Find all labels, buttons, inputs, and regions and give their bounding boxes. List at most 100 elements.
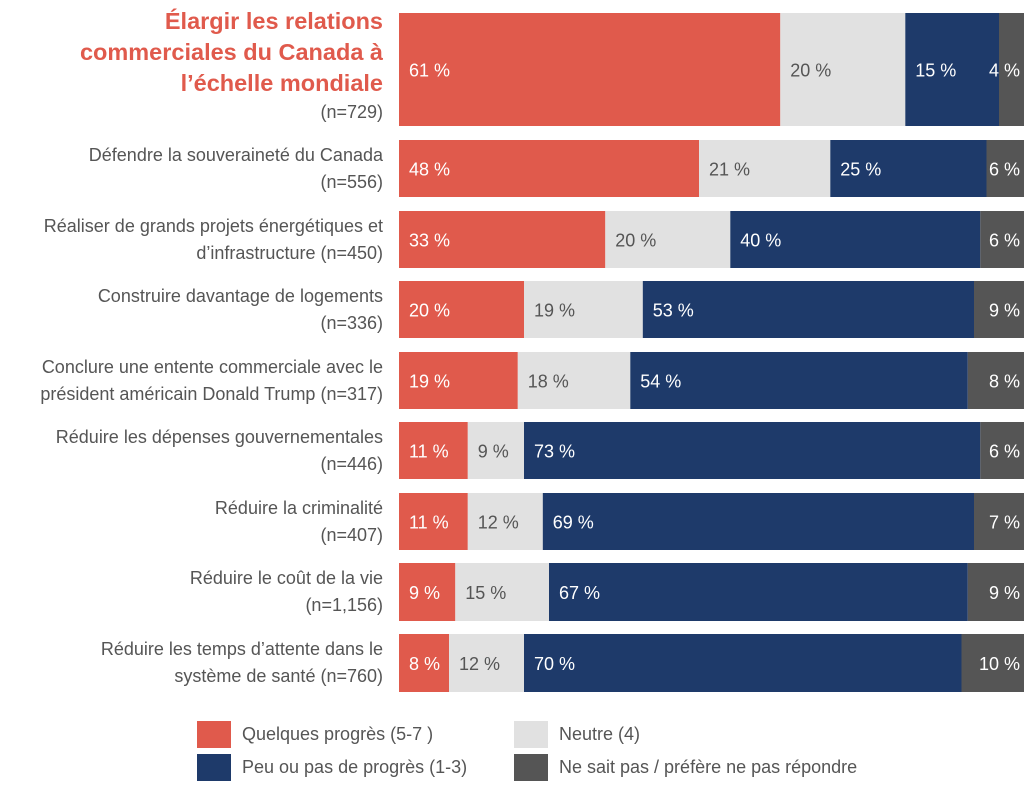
data-label-neutral: 21 % — [709, 160, 750, 180]
bar-segment-little-progress — [905, 13, 1000, 126]
bar-segment-dont-know — [980, 211, 1024, 268]
legend-swatch-little-progress — [197, 753, 231, 781]
bar-segment-some-progress — [399, 563, 456, 621]
bar-segment-little-progress — [630, 352, 968, 409]
category-label-text: Conclure une entente commerciale avec le… — [40, 356, 383, 404]
data-label-dont-know: 7 % — [989, 513, 1020, 533]
data-label-dont-know: 9 % — [989, 583, 1020, 603]
bar-segment-little-progress — [549, 563, 968, 621]
bar-segment-little-progress — [730, 211, 981, 268]
bar-segment-dont-know — [980, 422, 1024, 479]
bar-segment-neutral — [467, 493, 543, 550]
bar-segment-some-progress — [399, 634, 449, 692]
bar-segment-some-progress — [399, 140, 699, 197]
legend-item-little-progress: Peu ou pas de progrès (1-3) — [197, 753, 467, 781]
data-label-dont-know: 8 % — [989, 372, 1020, 392]
data-label-neutral: 12 % — [459, 654, 500, 674]
category-label-text: Réaliser de grands projets énergétiques … — [43, 215, 383, 263]
legend-swatch-some-progress — [197, 720, 231, 748]
data-label-little-progress: 40 % — [740, 231, 781, 251]
category-label: Défendre la souveraineté du Canada (n=556… — [89, 142, 383, 196]
category-label: Élargir les relations commerciales du Can… — [80, 6, 383, 126]
sample-size-label: (n=336) — [320, 312, 383, 333]
data-label-dont-know: 10 % — [979, 654, 1020, 674]
data-label-little-progress: 54 % — [640, 372, 681, 392]
category-label-text: Réduire les temps d’attente dans le systè… — [100, 639, 383, 686]
bar-segment-some-progress — [399, 13, 781, 126]
bar-segment-some-progress — [399, 211, 606, 268]
data-label-neutral: 20 % — [790, 61, 831, 81]
category-label-text: Réduire les dépenses gouvernementales — [55, 426, 383, 447]
bar-segment-neutral — [699, 140, 831, 197]
category-label-text: Construire davantage de logements — [97, 285, 383, 306]
bar-segment-dont-know — [974, 281, 1024, 338]
data-label-dont-know: 6 % — [989, 231, 1020, 251]
data-label-some-progress: 8 % — [409, 654, 440, 674]
bar-segment-dont-know — [967, 352, 1024, 409]
bar-segment-little-progress — [830, 140, 987, 197]
bar-segment-neutral — [605, 211, 731, 268]
bar-segment-neutral — [455, 563, 550, 621]
bar-segment-neutral — [449, 634, 524, 692]
data-label-little-progress: 15 % — [915, 61, 956, 81]
data-label-little-progress: 69 % — [553, 513, 594, 533]
data-label-some-progress: 33 % — [409, 231, 450, 251]
bar-row: 48 % 21 % 25 % 6 % — [399, 140, 1024, 197]
data-label-neutral: 12 % — [478, 513, 519, 533]
bar-segment-some-progress — [399, 352, 518, 409]
sample-size-label: (n=407) — [320, 524, 383, 545]
bar-segment-dont-know — [974, 493, 1024, 550]
bar-row: 8 % 12 % 70 % 10 % — [399, 634, 1024, 692]
bar-segment-neutral — [517, 352, 631, 409]
bar-row: 19 % 18 % 54 % 8 % — [399, 352, 1024, 409]
category-label-text: Réduire le coût de la vie — [189, 568, 383, 588]
bar-segment-neutral — [780, 13, 906, 126]
legend-label-some-progress: Quelques progrès (5-7 ) — [242, 723, 434, 744]
category-label: Réduire les dépenses gouvernementales (n=… — [56, 424, 383, 478]
data-label-some-progress: 19 % — [409, 372, 450, 392]
category-label-text: Défendre la souveraineté du Canada — [88, 144, 383, 165]
data-label-some-progress: 11 % — [409, 513, 449, 533]
bar-row: 61 % 20 % 15 % 4 % — [399, 13, 1024, 126]
legend-item-neutral: Neutre (4) — [514, 720, 640, 748]
data-label-little-progress: 53 % — [653, 301, 694, 321]
bar-segment-little-progress — [542, 493, 975, 550]
legend-label-little-progress: Peu ou pas de progrès (1-3) — [242, 756, 468, 777]
bar-segment-dont-know — [986, 140, 1024, 197]
data-label-little-progress: 73 % — [534, 442, 575, 462]
sample-size-label: (n=729) — [320, 102, 383, 122]
category-label: Construire davantage de logements (n=336) — [98, 283, 383, 337]
data-label-dont-know: 9 % — [989, 301, 1020, 321]
category-label: Réaliser de grands projets énergétiques … — [44, 213, 383, 267]
sample-size-label: (n=556) — [320, 171, 383, 192]
category-label: Réduire le coût de la vie (n=1,156) — [190, 565, 383, 619]
data-label-neutral: 20 % — [615, 231, 656, 251]
category-label: Conclure une entente commerciale avec le… — [40, 354, 383, 408]
data-label-dont-know: 4 % — [989, 61, 1020, 81]
bar-row: 11 % 9 % 73 % 6 % — [399, 422, 1024, 479]
category-label: Réduire les temps d’attente dans le systè… — [101, 636, 383, 690]
bar-segment-little-progress — [524, 422, 981, 479]
category-label-text: Réduire la criminalité — [214, 497, 383, 518]
category-label: Réduire la criminalité (n=407) — [215, 495, 383, 549]
data-label-some-progress: 61 % — [409, 61, 450, 81]
bar-segment-little-progress — [524, 634, 962, 692]
legend-label-dont-know: Ne sait pas / préfère ne pas répondre — [559, 756, 858, 777]
data-label-neutral: 9 % — [478, 442, 509, 462]
bar-segment-little-progress — [642, 281, 975, 338]
data-label-some-progress: 9 % — [409, 583, 440, 603]
data-label-dont-know: 6 % — [989, 160, 1020, 180]
sample-size-label: (n=1,156) — [305, 595, 383, 615]
bar-segment-neutral — [467, 422, 525, 479]
data-label-some-progress: 20 % — [409, 301, 450, 321]
bar-segment-some-progress — [399, 281, 524, 338]
bar-segment-dont-know — [961, 634, 1024, 692]
bar-row: 33 % 20 % 40 % 6 % — [399, 211, 1024, 268]
data-label-some-progress: 48 % — [409, 160, 450, 180]
data-label-dont-know: 6 % — [989, 442, 1020, 462]
bar-row: 20 % 19 % 53 % 9 % — [399, 281, 1024, 338]
bar-segment-dont-know — [967, 563, 1024, 621]
legend-label-neutral: Neutre (4) — [559, 723, 641, 744]
data-label-some-progress: 11 % — [409, 442, 449, 462]
legend-item-some-progress: Quelques progrès (5-7 ) — [197, 720, 433, 748]
